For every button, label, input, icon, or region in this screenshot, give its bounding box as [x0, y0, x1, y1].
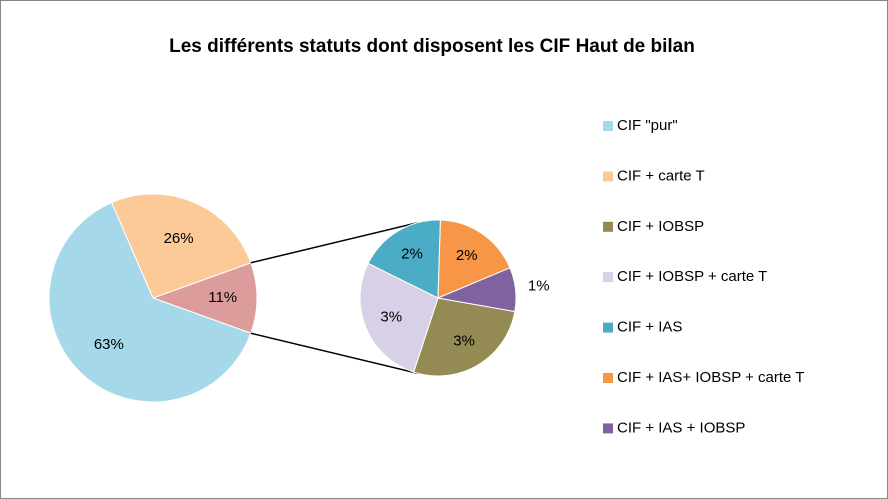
legend-swatch — [603, 272, 613, 283]
legend-label: CIF + carte T — [617, 167, 705, 184]
pie-slice — [359, 262, 439, 373]
pie-slice — [111, 193, 252, 299]
data-label: 2% — [401, 245, 423, 262]
legend-swatch — [603, 171, 613, 182]
legend-label: CIF "pur" — [617, 117, 678, 134]
data-label: 26% — [164, 230, 194, 247]
pie-slice — [151, 262, 258, 334]
legend-swatch — [603, 221, 613, 232]
pie-slice — [48, 201, 252, 403]
legend-label: CIF + IOBSP — [617, 218, 704, 235]
legend-swatch — [603, 121, 613, 131]
pie-slice — [437, 219, 511, 299]
legend-label: CIF + IAS — [617, 319, 682, 336]
data-label: 1% — [528, 278, 550, 295]
pie-slice — [436, 267, 517, 313]
connector-line — [250, 221, 418, 264]
connector-line — [250, 332, 418, 375]
pie-slice — [367, 219, 441, 299]
legend-label: CIF + IAS + IOBSP — [617, 419, 745, 436]
legend-swatch — [603, 322, 613, 333]
legend-swatch — [603, 423, 613, 434]
pie-slice — [413, 297, 516, 377]
legend-label: CIF + IAS+ IOBSP + carte T — [617, 369, 804, 386]
data-label: 63% — [94, 336, 124, 353]
data-label: 11% — [208, 289, 237, 306]
data-label: 3% — [380, 309, 402, 326]
data-label: 2% — [456, 247, 478, 264]
legend-label: CIF + IOBSP + carte T — [617, 268, 767, 285]
data-label: 3% — [453, 332, 475, 349]
chart-title: Les différents statuts dont disposent le… — [169, 36, 695, 57]
legend-swatch — [603, 373, 613, 383]
